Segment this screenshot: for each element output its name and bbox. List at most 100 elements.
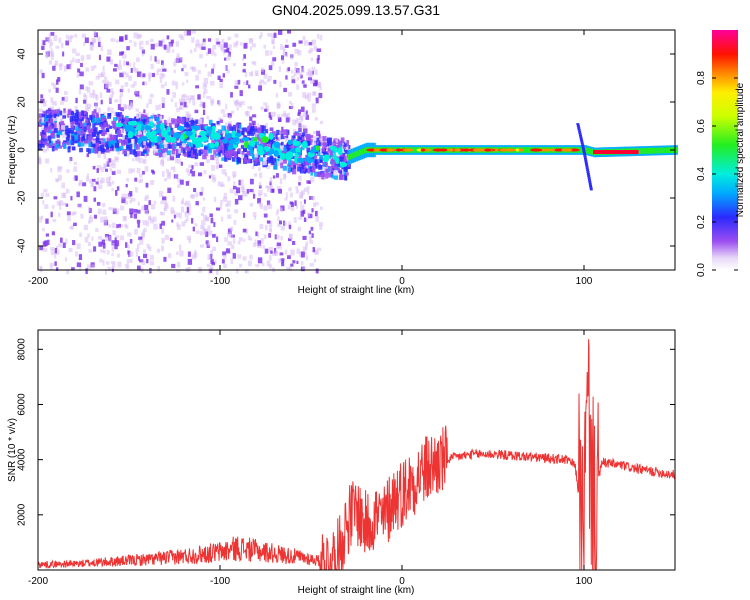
- heatmap-cell: [146, 220, 150, 227]
- heatmap-cell: [270, 250, 273, 254]
- heatmap-cell: [143, 81, 148, 86]
- heatmap-cell: [233, 136, 240, 143]
- heatmap-cell: [277, 118, 282, 122]
- heatmap-cell: [142, 158, 147, 164]
- heatmap-cell: [226, 200, 231, 207]
- heatmap-cell: [305, 114, 309, 120]
- heatmap-cell: [216, 120, 220, 125]
- heatmap-cell: [319, 154, 323, 160]
- heatmap-cell: [163, 44, 167, 50]
- heatmap-cell: [208, 175, 212, 179]
- heatmap-cell: [588, 182, 592, 185]
- heatmap-cell: [39, 69, 43, 74]
- heatmap-cell: [587, 148, 591, 154]
- heatmap-cell: [582, 150, 586, 152]
- heatmap-cell: [124, 264, 128, 269]
- heatmap-cell: [215, 155, 219, 162]
- heatmap-cell: [42, 141, 48, 146]
- heatmap-cell: [115, 122, 124, 128]
- heatmap-cell: [142, 170, 145, 175]
- heatmap-cell: [185, 130, 193, 137]
- heatmap-cell: [266, 140, 271, 144]
- snr-y-tick-label: 2000: [17, 503, 28, 526]
- heatmap-cell: [249, 149, 255, 154]
- heatmap-cell: [322, 142, 327, 147]
- heatmap-cell: [46, 126, 50, 133]
- heatmap-cell: [276, 242, 282, 246]
- heatmap-cell: [102, 259, 105, 266]
- heatmap-cell: [306, 186, 310, 190]
- heatmap-cell: [79, 84, 84, 90]
- heatmap-cell: [156, 69, 159, 76]
- heatmap-cell: [142, 73, 146, 78]
- heatmap-cell: [311, 142, 316, 147]
- heatmap-cell: [105, 168, 108, 172]
- heatmap-cell: [171, 263, 176, 269]
- heatmap-cell: [91, 181, 95, 188]
- heatmap-cell: [104, 233, 109, 238]
- heatmap-cell: [298, 40, 303, 44]
- heatmap-cell: [278, 136, 283, 140]
- heatmap-cell: [106, 250, 110, 255]
- heatmap-cell: [143, 139, 146, 146]
- heatmap-cell: [189, 124, 193, 131]
- heatmap-cell: [169, 137, 177, 143]
- heatmap-cell: [111, 88, 114, 94]
- heatmap-cell: [135, 248, 139, 252]
- heatmap-cell: [175, 40, 179, 47]
- heatmap-cell: [292, 137, 295, 142]
- heatmap-cell: [80, 130, 83, 136]
- heatmap-cell: [85, 124, 90, 131]
- heatmap-cell: [58, 130, 63, 136]
- heatmap-cell: [342, 144, 347, 149]
- heatmap-cell: [213, 196, 217, 202]
- heatmap-cell: [123, 124, 126, 130]
- heatmap-cell: [248, 122, 253, 127]
- heatmap-cell: [233, 42, 238, 48]
- heatmap-cell: [345, 164, 350, 168]
- heatmap-cell: [115, 190, 118, 196]
- heatmap-cell: [242, 153, 246, 159]
- heatmap-cell: [293, 72, 297, 77]
- heatmap-cell: [303, 112, 308, 117]
- heatmap-cell: [583, 153, 587, 156]
- heatmap-cell: [66, 64, 71, 70]
- heatmap-cell: [181, 68, 184, 72]
- heatmap-cell: [183, 30, 187, 36]
- heatmap-cell: [292, 260, 296, 264]
- heatmap-cell: [135, 187, 138, 193]
- heatmap-cell: [43, 188, 48, 193]
- heatmap-cell: [274, 247, 277, 254]
- heatmap-cell: [205, 231, 209, 237]
- heatmap-cell: [224, 136, 229, 141]
- heatmap-cell: [281, 259, 284, 264]
- heatmap-cell: [122, 135, 127, 140]
- heatmap-cell: [286, 148, 290, 154]
- heatmap-cell: [265, 224, 268, 231]
- heatmap-cell: [85, 112, 88, 118]
- heatmap-cell: [90, 65, 95, 71]
- heatmap-cell: [184, 219, 188, 223]
- heatmap-cell: [39, 245, 44, 251]
- heatmap-cell: [87, 106, 90, 111]
- heatmap-cell: [584, 161, 588, 164]
- heatmap-cell: [121, 197, 126, 204]
- heatmap-cell: [93, 128, 97, 133]
- heatmap-cell: [119, 36, 124, 42]
- heatmap-cell: [87, 148, 91, 154]
- heatmap-cell: [263, 234, 267, 240]
- heatmap-cell: [181, 197, 184, 204]
- heatmap-cell: [263, 213, 268, 218]
- heatmap-cell: [56, 249, 60, 255]
- heatmap-cell: [68, 247, 73, 253]
- heatmap-cell: [86, 153, 90, 158]
- heatmap-cell: [313, 45, 318, 51]
- heatmap-cell: [284, 249, 288, 255]
- heatmap-cell: [120, 85, 124, 92]
- heatmap-cell: [315, 215, 319, 222]
- heatmap-cell: [139, 40, 144, 45]
- heatmap-cell: [578, 147, 582, 153]
- heatmap-cell: [660, 147, 664, 154]
- heatmap-cell: [53, 83, 57, 90]
